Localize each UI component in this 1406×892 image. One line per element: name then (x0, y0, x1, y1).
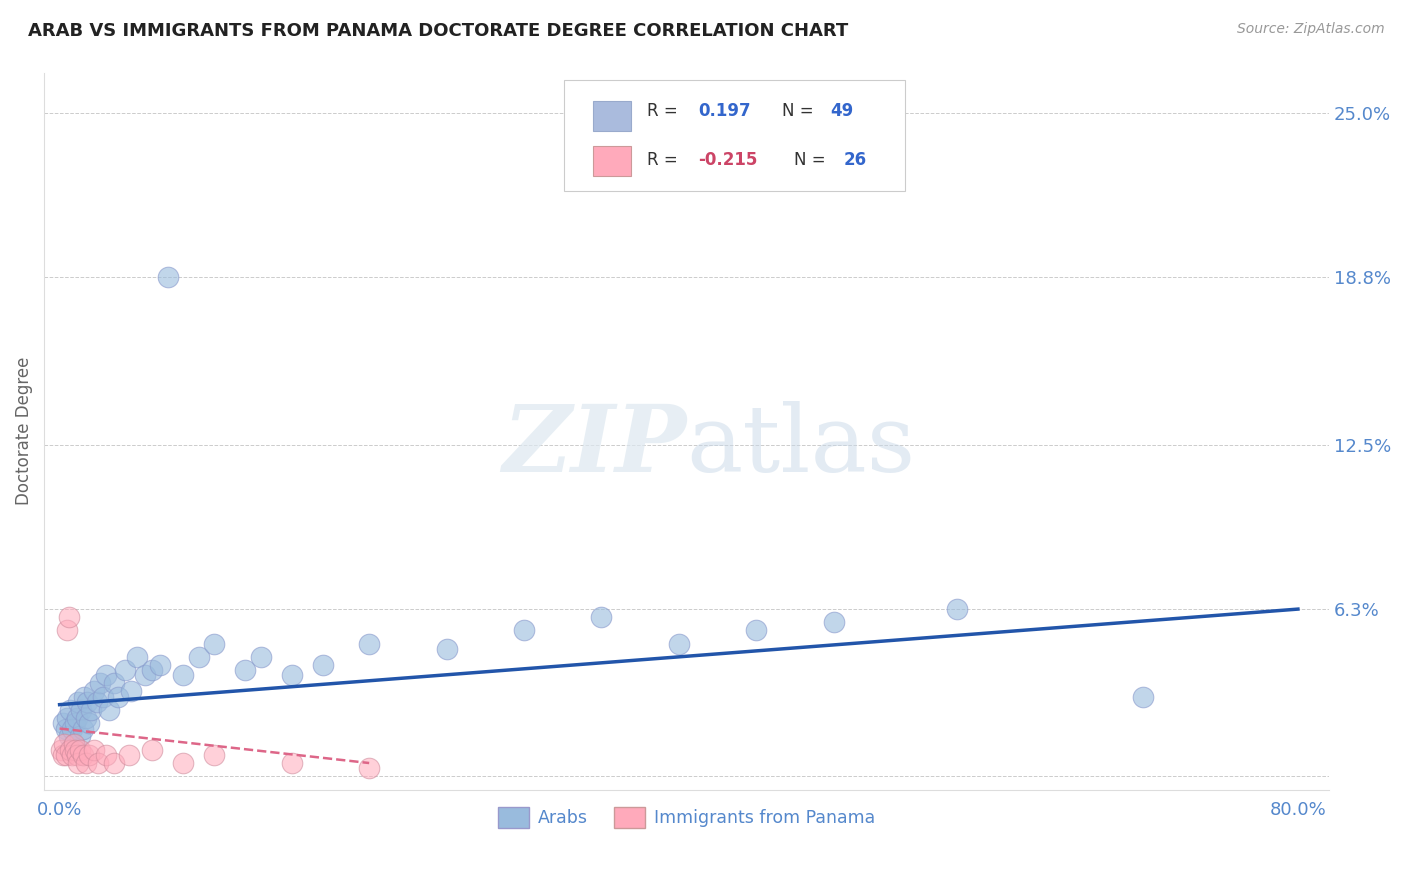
Point (67, 756, 90, 770)
Point (134, 668, 156, 682)
Point (62, 738, 84, 752)
Point (67, 695, 90, 709)
Point (202, 637, 225, 651)
Point (77, 716, 100, 731)
Point (62, 738, 84, 752)
Point (1132, 690, 1154, 704)
Point (53, 738, 76, 752)
Point (86, 695, 108, 709)
Point (591, 610, 613, 624)
Point (89, 676, 111, 690)
Point (69, 730, 91, 744)
Point (98, 703, 121, 717)
Legend: Arabs, Immigrants from Panama: Arabs, Immigrants from Panama (491, 799, 882, 835)
Point (233, 663, 256, 677)
Point (65, 711, 87, 725)
Point (63, 716, 86, 731)
Text: R =: R = (647, 102, 683, 120)
Point (114, 663, 136, 677)
Text: ZIP: ZIP (502, 401, 686, 491)
Point (156, 270, 179, 285)
Text: atlas: atlas (686, 401, 915, 491)
Point (73, 690, 96, 704)
Point (59, 703, 82, 717)
FancyBboxPatch shape (593, 101, 631, 131)
Point (94, 747, 117, 762)
Point (312, 657, 335, 672)
Point (187, 649, 209, 664)
Point (59, 743, 82, 757)
Point (436, 641, 458, 656)
Text: N =: N = (782, 102, 818, 120)
Point (83, 684, 105, 698)
Y-axis label: Doctorate Degree: Doctorate Degree (15, 357, 32, 506)
Point (56, 624, 79, 638)
Point (250, 649, 273, 664)
Text: 0.197: 0.197 (697, 102, 751, 120)
Text: 26: 26 (844, 151, 866, 169)
Point (107, 690, 129, 704)
Point (52, 747, 75, 762)
Point (172, 668, 194, 682)
Point (75, 711, 97, 725)
Point (87, 756, 110, 770)
Point (946, 602, 969, 616)
Point (125, 649, 148, 664)
Point (513, 624, 536, 638)
Point (49, 743, 72, 757)
Point (94, 668, 117, 682)
Point (202, 747, 225, 762)
Point (79, 703, 101, 717)
Point (77, 747, 100, 762)
Text: 49: 49 (831, 102, 853, 120)
Point (72, 747, 94, 762)
Point (103, 756, 125, 770)
Point (70, 703, 93, 717)
Point (141, 663, 163, 677)
Point (745, 624, 768, 638)
Point (141, 743, 163, 757)
Point (69, 743, 91, 757)
FancyBboxPatch shape (593, 146, 631, 177)
Point (72, 722, 94, 736)
Point (91, 690, 114, 704)
Point (60, 747, 83, 762)
Point (118, 747, 141, 762)
Point (75, 756, 97, 770)
Point (359, 637, 381, 651)
Text: ARAB VS IMMIGRANTS FROM PANAMA DOCTORATE DEGREE CORRELATION CHART: ARAB VS IMMIGRANTS FROM PANAMA DOCTORATE… (28, 22, 848, 40)
Point (55, 722, 77, 736)
Point (281, 756, 304, 770)
Point (823, 615, 845, 630)
Text: R =: R = (647, 151, 683, 169)
Point (65, 747, 87, 762)
Point (56, 711, 79, 725)
Point (55, 747, 77, 762)
Point (63, 743, 86, 757)
Point (76, 695, 98, 709)
Point (103, 676, 125, 690)
Text: N =: N = (794, 151, 831, 169)
Point (52, 716, 75, 731)
Point (172, 756, 194, 770)
Point (58, 610, 80, 624)
Point (281, 668, 304, 682)
Point (60, 722, 83, 736)
Point (83, 743, 105, 757)
Point (668, 637, 690, 651)
Point (149, 657, 172, 672)
Text: -0.215: -0.215 (697, 151, 758, 169)
Point (120, 684, 142, 698)
FancyBboxPatch shape (564, 80, 905, 191)
Text: Source: ZipAtlas.com: Source: ZipAtlas.com (1237, 22, 1385, 37)
Point (58, 730, 80, 744)
Point (359, 761, 381, 775)
